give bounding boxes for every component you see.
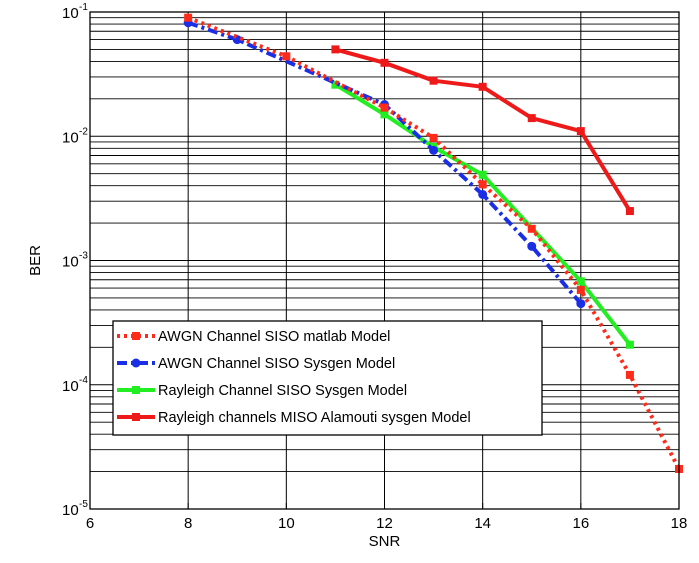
- data-point: [576, 299, 586, 309]
- legend-label: AWGN Channel SISO matlab Model: [158, 329, 390, 345]
- data-point: [331, 80, 340, 89]
- y-tick-exponent: -3: [79, 251, 88, 262]
- data-point: [429, 145, 439, 155]
- y-tick-label: 10: [62, 502, 79, 519]
- legend-marker: [132, 332, 140, 340]
- data-point: [576, 277, 585, 286]
- y-tick-exponent: -1: [79, 2, 88, 13]
- y-axis-label: BER: [27, 245, 44, 276]
- data-point: [625, 207, 634, 216]
- data-point: [478, 170, 487, 179]
- series-line: [187, 15, 681, 470]
- x-tick-label: 12: [376, 515, 393, 532]
- data-point: [184, 13, 193, 22]
- data-point: [527, 224, 536, 233]
- data-point: [576, 285, 585, 294]
- x-tick-label: 18: [671, 515, 688, 532]
- y-tick-exponent: -2: [79, 126, 88, 137]
- data-point: [282, 52, 291, 61]
- data-point: [380, 110, 389, 119]
- data-series: [183, 13, 683, 473]
- legend-box: [112, 320, 543, 436]
- legend-label: Rayleigh channels MISO Alamouti sysgen M…: [158, 410, 471, 426]
- y-tick-exponent: -5: [79, 499, 88, 510]
- legend-label: AWGN Channel SISO Sysgen Model: [158, 356, 395, 372]
- legend-marker: [132, 413, 140, 421]
- legend-marker: [132, 386, 140, 394]
- data-point: [527, 114, 536, 123]
- x-tick-label: 14: [474, 515, 491, 532]
- data-point: [380, 58, 389, 67]
- y-tick-exponent: -4: [79, 375, 88, 386]
- data-point: [331, 45, 340, 54]
- legend-label: Rayleigh Channel SISO Sysgen Model: [158, 383, 407, 399]
- data-point: [380, 103, 389, 112]
- legend: AWGN Channel SISO matlab Model AWGN Chann…: [112, 320, 543, 436]
- x-axis-label: SNR: [369, 533, 401, 550]
- y-tick-label: 10: [62, 129, 79, 146]
- x-tick-label: 16: [572, 515, 589, 532]
- x-tick-label: 6: [86, 515, 94, 532]
- data-point: [429, 76, 438, 85]
- data-point: [576, 127, 585, 136]
- y-tick-label: 10: [62, 5, 79, 22]
- x-tick-label: 8: [184, 515, 192, 532]
- x-tick-label: 10: [278, 515, 295, 532]
- data-point: [527, 241, 537, 251]
- series-line: [334, 82, 632, 346]
- series-4: [331, 45, 634, 216]
- data-point: [478, 180, 487, 189]
- legend-marker: [131, 358, 141, 368]
- data-point: [429, 133, 438, 142]
- y-tick-label: 10: [62, 254, 79, 271]
- y-tick-label: 10: [62, 378, 79, 395]
- data-point: [625, 370, 634, 379]
- data-point: [625, 340, 634, 349]
- data-point: [478, 82, 487, 91]
- data-point: [478, 189, 488, 199]
